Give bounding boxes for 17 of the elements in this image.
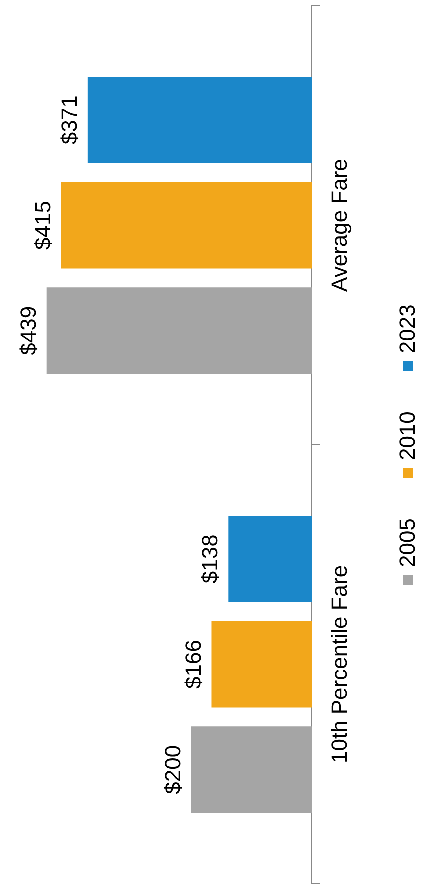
text: 2023	[395, 304, 421, 354]
text: 2010	[395, 412, 421, 461]
data-label: $166	[180, 640, 206, 689]
bar	[191, 726, 312, 814]
bar	[88, 76, 312, 164]
bar	[61, 182, 312, 269]
text: 2005	[395, 518, 421, 568]
data-label: $200	[160, 745, 186, 794]
data-label: $371	[56, 96, 82, 145]
bar	[228, 516, 312, 602]
bar	[46, 288, 312, 374]
data-label: $138	[198, 534, 223, 584]
data-label: $439	[16, 306, 41, 356]
data-label: $415	[30, 201, 56, 250]
y-tick-label: 10th Percentile Fare	[327, 565, 352, 764]
bar	[212, 621, 312, 708]
y-tick-label: Average Fare	[327, 159, 352, 292]
